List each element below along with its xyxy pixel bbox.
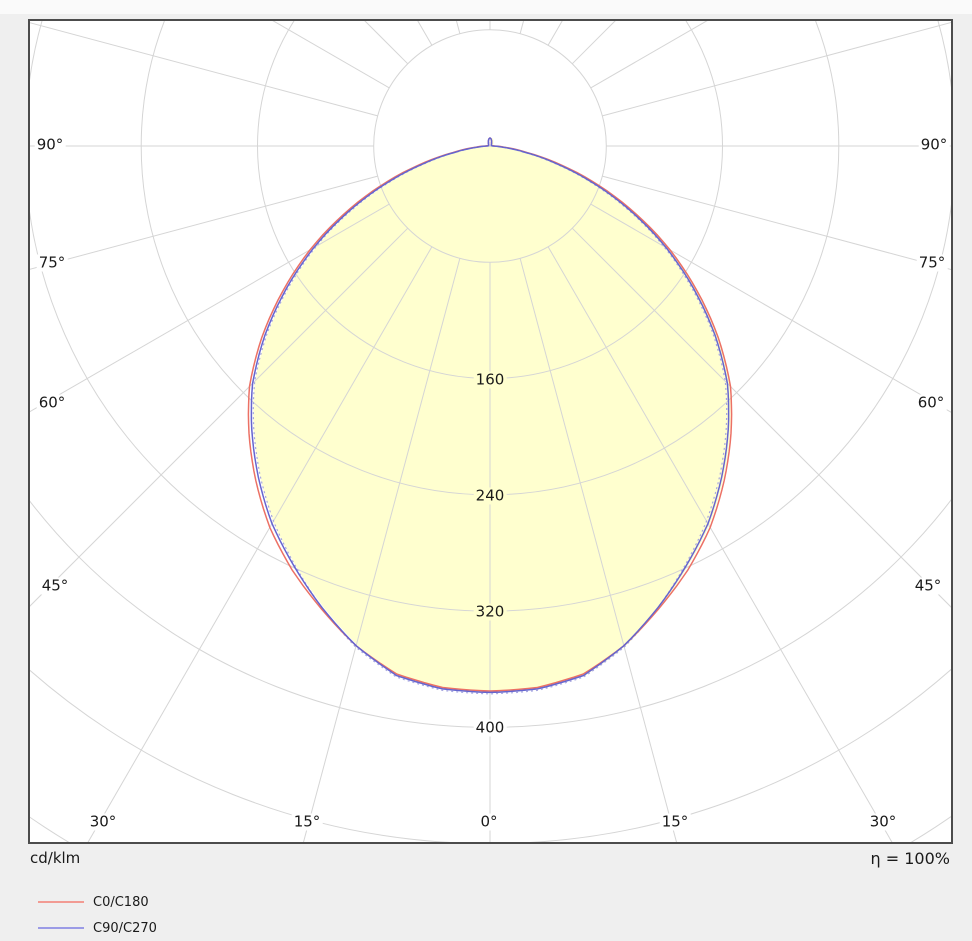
angle-label-left-90: 90° — [34, 135, 66, 154]
angle-label-left-60: 60° — [36, 393, 68, 412]
angle-label-zero: 0° — [478, 812, 500, 831]
angle-label-right-60: 60° — [915, 393, 947, 412]
angle-label-left-15: 15° — [291, 812, 323, 831]
legend-item-c90-c270: C90/C270 — [38, 915, 157, 941]
legend-label-c90-c270: C90/C270 — [93, 920, 157, 936]
efficiency-label: η = 100% — [870, 849, 950, 868]
legend-item-c0-c180: C0/C180 — [38, 889, 157, 915]
radial-tick-320: 320 — [473, 602, 507, 621]
legend-swatch-c0-c180 — [38, 901, 84, 903]
angle-label-right-90: 90° — [918, 135, 950, 154]
legend-label-c0-c180: C0/C180 — [93, 894, 149, 910]
legend: C0/C180 C90/C270 — [38, 889, 157, 941]
radial-tick-160: 160 — [473, 370, 507, 389]
window-top-strip — [0, 0, 972, 14]
angle-label-right-75: 75° — [916, 253, 948, 272]
angle-label-left-30: 30° — [87, 812, 119, 831]
radial-tick-400: 400 — [473, 718, 507, 737]
angle-label-right-30: 30° — [867, 812, 899, 831]
angle-label-right-15: 15° — [659, 812, 691, 831]
angle-label-left-75: 75° — [36, 253, 68, 272]
polar-diagram-plot-area: 160 240 320 400 90° 75° 60° 45° 30° 15° … — [28, 19, 953, 844]
angle-label-left-45: 45° — [39, 576, 71, 595]
intensity-fill-area — [253, 138, 731, 693]
units-label: cd/klm — [30, 849, 81, 867]
angle-label-right-45: 45° — [912, 576, 944, 595]
radial-tick-240: 240 — [473, 486, 507, 505]
legend-swatch-c90-c270 — [38, 927, 84, 929]
c90-c270-curve — [250, 136, 730, 694]
